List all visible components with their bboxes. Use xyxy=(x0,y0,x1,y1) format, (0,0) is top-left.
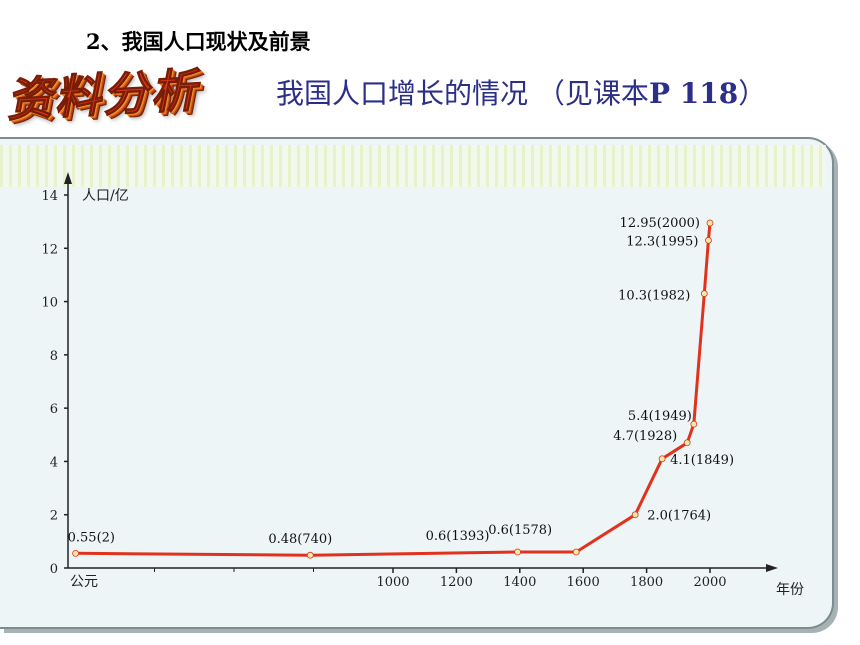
y-ticks: 0 2 4 6 8 10 12 14 xyxy=(41,189,68,577)
data-label: 4.7(1928) xyxy=(613,429,677,444)
data-label: 0.6(1578) xyxy=(488,523,552,538)
data-point xyxy=(700,290,708,297)
y-tick-label: 12 xyxy=(41,242,58,257)
data-point xyxy=(683,439,691,447)
panel-stripe xyxy=(0,145,826,187)
x-tick-label: 1000 xyxy=(376,575,409,590)
x-ticks: 1000 1200 1400 1600 1800 2000 xyxy=(154,568,727,590)
data-point xyxy=(658,455,666,463)
subtitle-paren-open: （见课本 xyxy=(536,77,649,110)
data-label: 12.3(1995) xyxy=(626,234,698,249)
data-point xyxy=(72,549,80,557)
x-tick-label: 1800 xyxy=(630,575,663,590)
y-tick-label: 14 xyxy=(41,189,58,204)
y-axis-arrow xyxy=(64,172,72,184)
subtitle-paren-close: ） xyxy=(738,77,767,110)
data-point xyxy=(706,219,714,227)
y-tick-label: 4 xyxy=(50,455,58,470)
subtitle-ref: P 118 xyxy=(648,77,739,110)
data-point xyxy=(705,236,712,244)
series-markers xyxy=(72,219,714,559)
data-label: 12.95(2000) xyxy=(620,216,700,231)
data-point xyxy=(631,511,639,519)
x-origin-label: 公元 xyxy=(70,574,98,590)
data-point xyxy=(690,420,698,428)
data-label: 0.48(740) xyxy=(268,532,332,547)
data-label: 2.0(1764) xyxy=(647,509,711,524)
series-line xyxy=(75,222,712,557)
data-labels: 0.55(2) 0.48(740) 0.6(1393)0.6(1578) 2.0(17… xyxy=(68,216,734,547)
chart-axes xyxy=(64,172,778,572)
data-label: 0.55(2) xyxy=(68,530,115,545)
chart-panel xyxy=(0,137,834,629)
x-axis-title: 年份 xyxy=(776,582,804,598)
y-tick-label: 2 xyxy=(50,509,58,524)
x-tick-label: 2000 xyxy=(693,575,726,590)
subtitle-main: 我国人口增长的情况 xyxy=(276,77,529,110)
data-point xyxy=(514,548,521,556)
y-tick-label: 0 xyxy=(50,562,58,577)
y-tick-label: 10 xyxy=(41,296,58,311)
x-tick-label: 1200 xyxy=(440,575,473,590)
x-tick-label: 1600 xyxy=(567,575,600,590)
data-label: 0.6(1393) xyxy=(426,529,490,544)
chart-subtitle: 我国人口增长的情况 （见课本P 118） xyxy=(276,72,766,112)
x-axis-arrow xyxy=(766,564,778,572)
y-axis-title: 人口/亿 xyxy=(82,188,129,204)
data-label: 10.3(1982) xyxy=(618,289,690,304)
data-label: 4.1(1849) xyxy=(670,453,734,468)
data-point xyxy=(572,548,580,556)
section-heading: 2、我国人口现状及前景 xyxy=(86,29,311,54)
x-tick-label: 1400 xyxy=(503,575,536,590)
data-point xyxy=(306,551,314,559)
y-tick-label: 6 xyxy=(50,402,58,417)
data-label: 5.4(1949) xyxy=(628,409,692,424)
y-tick-label: 8 xyxy=(50,349,58,364)
